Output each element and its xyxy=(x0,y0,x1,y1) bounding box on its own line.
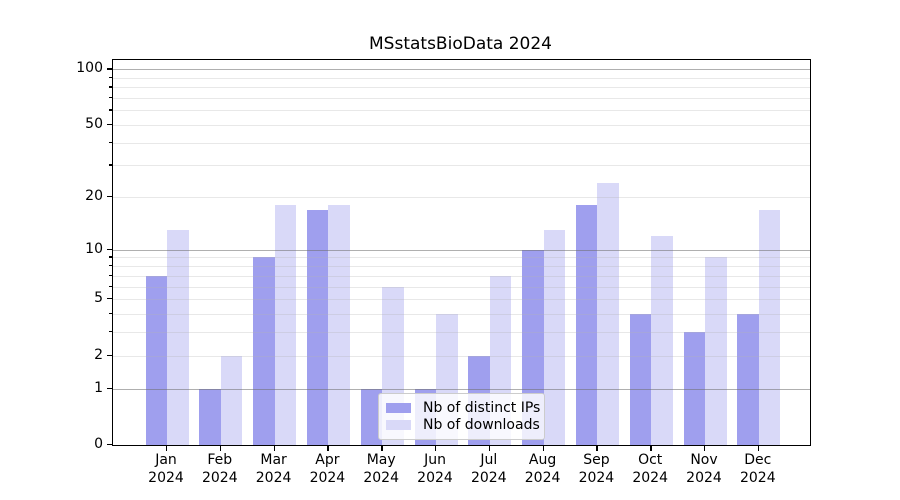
legend-item-downloads: Nb of downloads xyxy=(386,417,540,433)
y-axis-minor-tick xyxy=(109,76,112,79)
bar-downloads-mar xyxy=(274,205,297,445)
bar-distinct-ips-apr xyxy=(306,209,329,445)
plot-area xyxy=(112,59,811,446)
bar-distinct-ips-sep xyxy=(575,205,598,445)
gridline-minor xyxy=(113,97,810,99)
gridline-minor xyxy=(113,266,810,268)
x-axis-tick-label-nov: Nov 2024 xyxy=(686,452,722,486)
y-axis-minor-tick xyxy=(109,274,112,277)
bar-downloads-feb xyxy=(220,355,243,445)
bar-downloads-jan xyxy=(167,230,189,445)
bar-distinct-ips-jan xyxy=(145,275,167,445)
bar-distinct-ips-mar xyxy=(253,257,275,445)
gridline-minor xyxy=(113,286,810,288)
x-axis-tick-label-jul: Jul 2024 xyxy=(470,452,507,486)
bar-downloads-apr xyxy=(328,205,350,445)
gridline-minor xyxy=(113,77,810,79)
x-axis-tick-label-oct: Oct 2024 xyxy=(632,452,668,486)
gridline-minor xyxy=(113,275,810,277)
y-axis-minor-tick xyxy=(109,86,112,88)
y-axis-tick xyxy=(107,444,112,446)
y-axis-minor-tick xyxy=(109,312,112,315)
x-axis-tick-label-dec: Dec 2024 xyxy=(739,452,776,486)
gridline-minor xyxy=(113,142,810,144)
gridline-major xyxy=(113,69,810,71)
y-axis-tick-label: 50 xyxy=(85,115,103,132)
x-axis-tick xyxy=(219,445,222,451)
y-axis-tick-label: 2 xyxy=(94,346,103,363)
gridline-minor xyxy=(113,87,810,89)
gridline-minor xyxy=(113,197,810,199)
x-axis-tick xyxy=(435,445,437,451)
gridline-minor xyxy=(113,332,810,334)
y-axis-tick-label: 20 xyxy=(85,188,103,205)
gridline-minor xyxy=(113,165,810,167)
y-axis-tick-label: 100 xyxy=(76,60,103,77)
x-axis-tick-label-may: May 2024 xyxy=(363,452,399,486)
x-axis-tick-label-mar: Mar 2024 xyxy=(255,452,292,486)
x-axis-tick xyxy=(381,445,383,451)
gridline-minor xyxy=(113,313,810,315)
y-axis-tick-label: 0 xyxy=(94,436,103,452)
bar-downloads-nov xyxy=(705,257,727,445)
legend-label-downloads: Nb of downloads xyxy=(423,416,540,433)
gridline-minor xyxy=(113,110,810,112)
bar-distinct-ips-may xyxy=(360,388,383,445)
chart-title: MSstatsBioData 2024 xyxy=(369,34,552,54)
y-axis-minor-tick xyxy=(109,123,112,126)
y-axis-tick-label: 5 xyxy=(94,290,103,307)
y-axis-tick-label: 1 xyxy=(94,379,103,396)
y-axis-tick xyxy=(107,68,112,70)
legend-swatch-downloads xyxy=(386,419,411,430)
legend: Nb of distinct IPs Nb of downloads xyxy=(378,393,545,440)
y-axis-tick-label: 10 xyxy=(85,240,103,257)
legend-label-distinct-ips: Nb of distinct IPs xyxy=(423,400,541,417)
x-axis-tick-label-apr: Apr 2024 xyxy=(309,452,346,486)
y-axis-tick xyxy=(107,248,112,251)
gridline-major xyxy=(113,388,810,390)
y-axis-minor-tick xyxy=(109,256,112,258)
bar-distinct-ips-oct xyxy=(629,313,652,445)
y-axis-minor-tick xyxy=(109,109,112,111)
gridline-minor xyxy=(113,257,810,259)
gridline-minor xyxy=(113,124,810,126)
bar-distinct-ips-feb xyxy=(199,388,221,445)
y-axis-minor-tick xyxy=(109,331,112,333)
y-axis-minor-tick xyxy=(109,141,112,143)
x-axis-tick xyxy=(704,445,706,451)
bar-downloads-dec xyxy=(758,209,781,445)
bar-distinct-ips-nov xyxy=(683,332,705,445)
y-axis-minor-tick xyxy=(109,285,112,287)
bar-downloads-sep xyxy=(597,182,619,445)
gridline-minor xyxy=(113,355,810,357)
y-axis-minor-tick xyxy=(109,265,112,267)
x-axis-tick xyxy=(596,445,598,451)
y-axis-minor-tick xyxy=(109,196,112,198)
x-axis-tick xyxy=(757,445,760,451)
y-axis-tick xyxy=(107,387,112,389)
x-axis-tick-label-feb: Feb 2024 xyxy=(201,452,238,486)
legend-item-distinct-ips: Nb of distinct IPs xyxy=(386,400,540,416)
bar-distinct-ips-dec xyxy=(737,313,759,445)
bar-downloads-aug xyxy=(543,230,566,445)
x-axis-tick-label-sep: Sep 2024 xyxy=(578,452,615,486)
y-axis-minor-tick xyxy=(109,96,112,99)
x-axis-tick xyxy=(273,445,275,451)
x-axis-tick xyxy=(488,445,491,451)
x-axis-tick xyxy=(166,445,168,451)
y-axis-minor-tick xyxy=(109,354,112,356)
x-axis-tick xyxy=(542,445,544,451)
legend-swatch-distinct-ips xyxy=(386,403,411,414)
x-axis-tick-label-jun: Jun 2024 xyxy=(417,452,453,486)
gridline-major xyxy=(113,249,810,251)
y-axis-minor-tick xyxy=(109,298,112,300)
y-axis-minor-tick xyxy=(109,164,112,166)
bar-downloads-oct xyxy=(651,236,673,445)
x-axis-tick-label-aug: Aug 2024 xyxy=(524,452,561,486)
x-axis-tick-label-jan: Jan 2024 xyxy=(148,452,184,486)
x-axis-tick xyxy=(650,445,652,451)
x-axis-tick xyxy=(327,445,329,451)
gridline-minor xyxy=(113,299,810,301)
